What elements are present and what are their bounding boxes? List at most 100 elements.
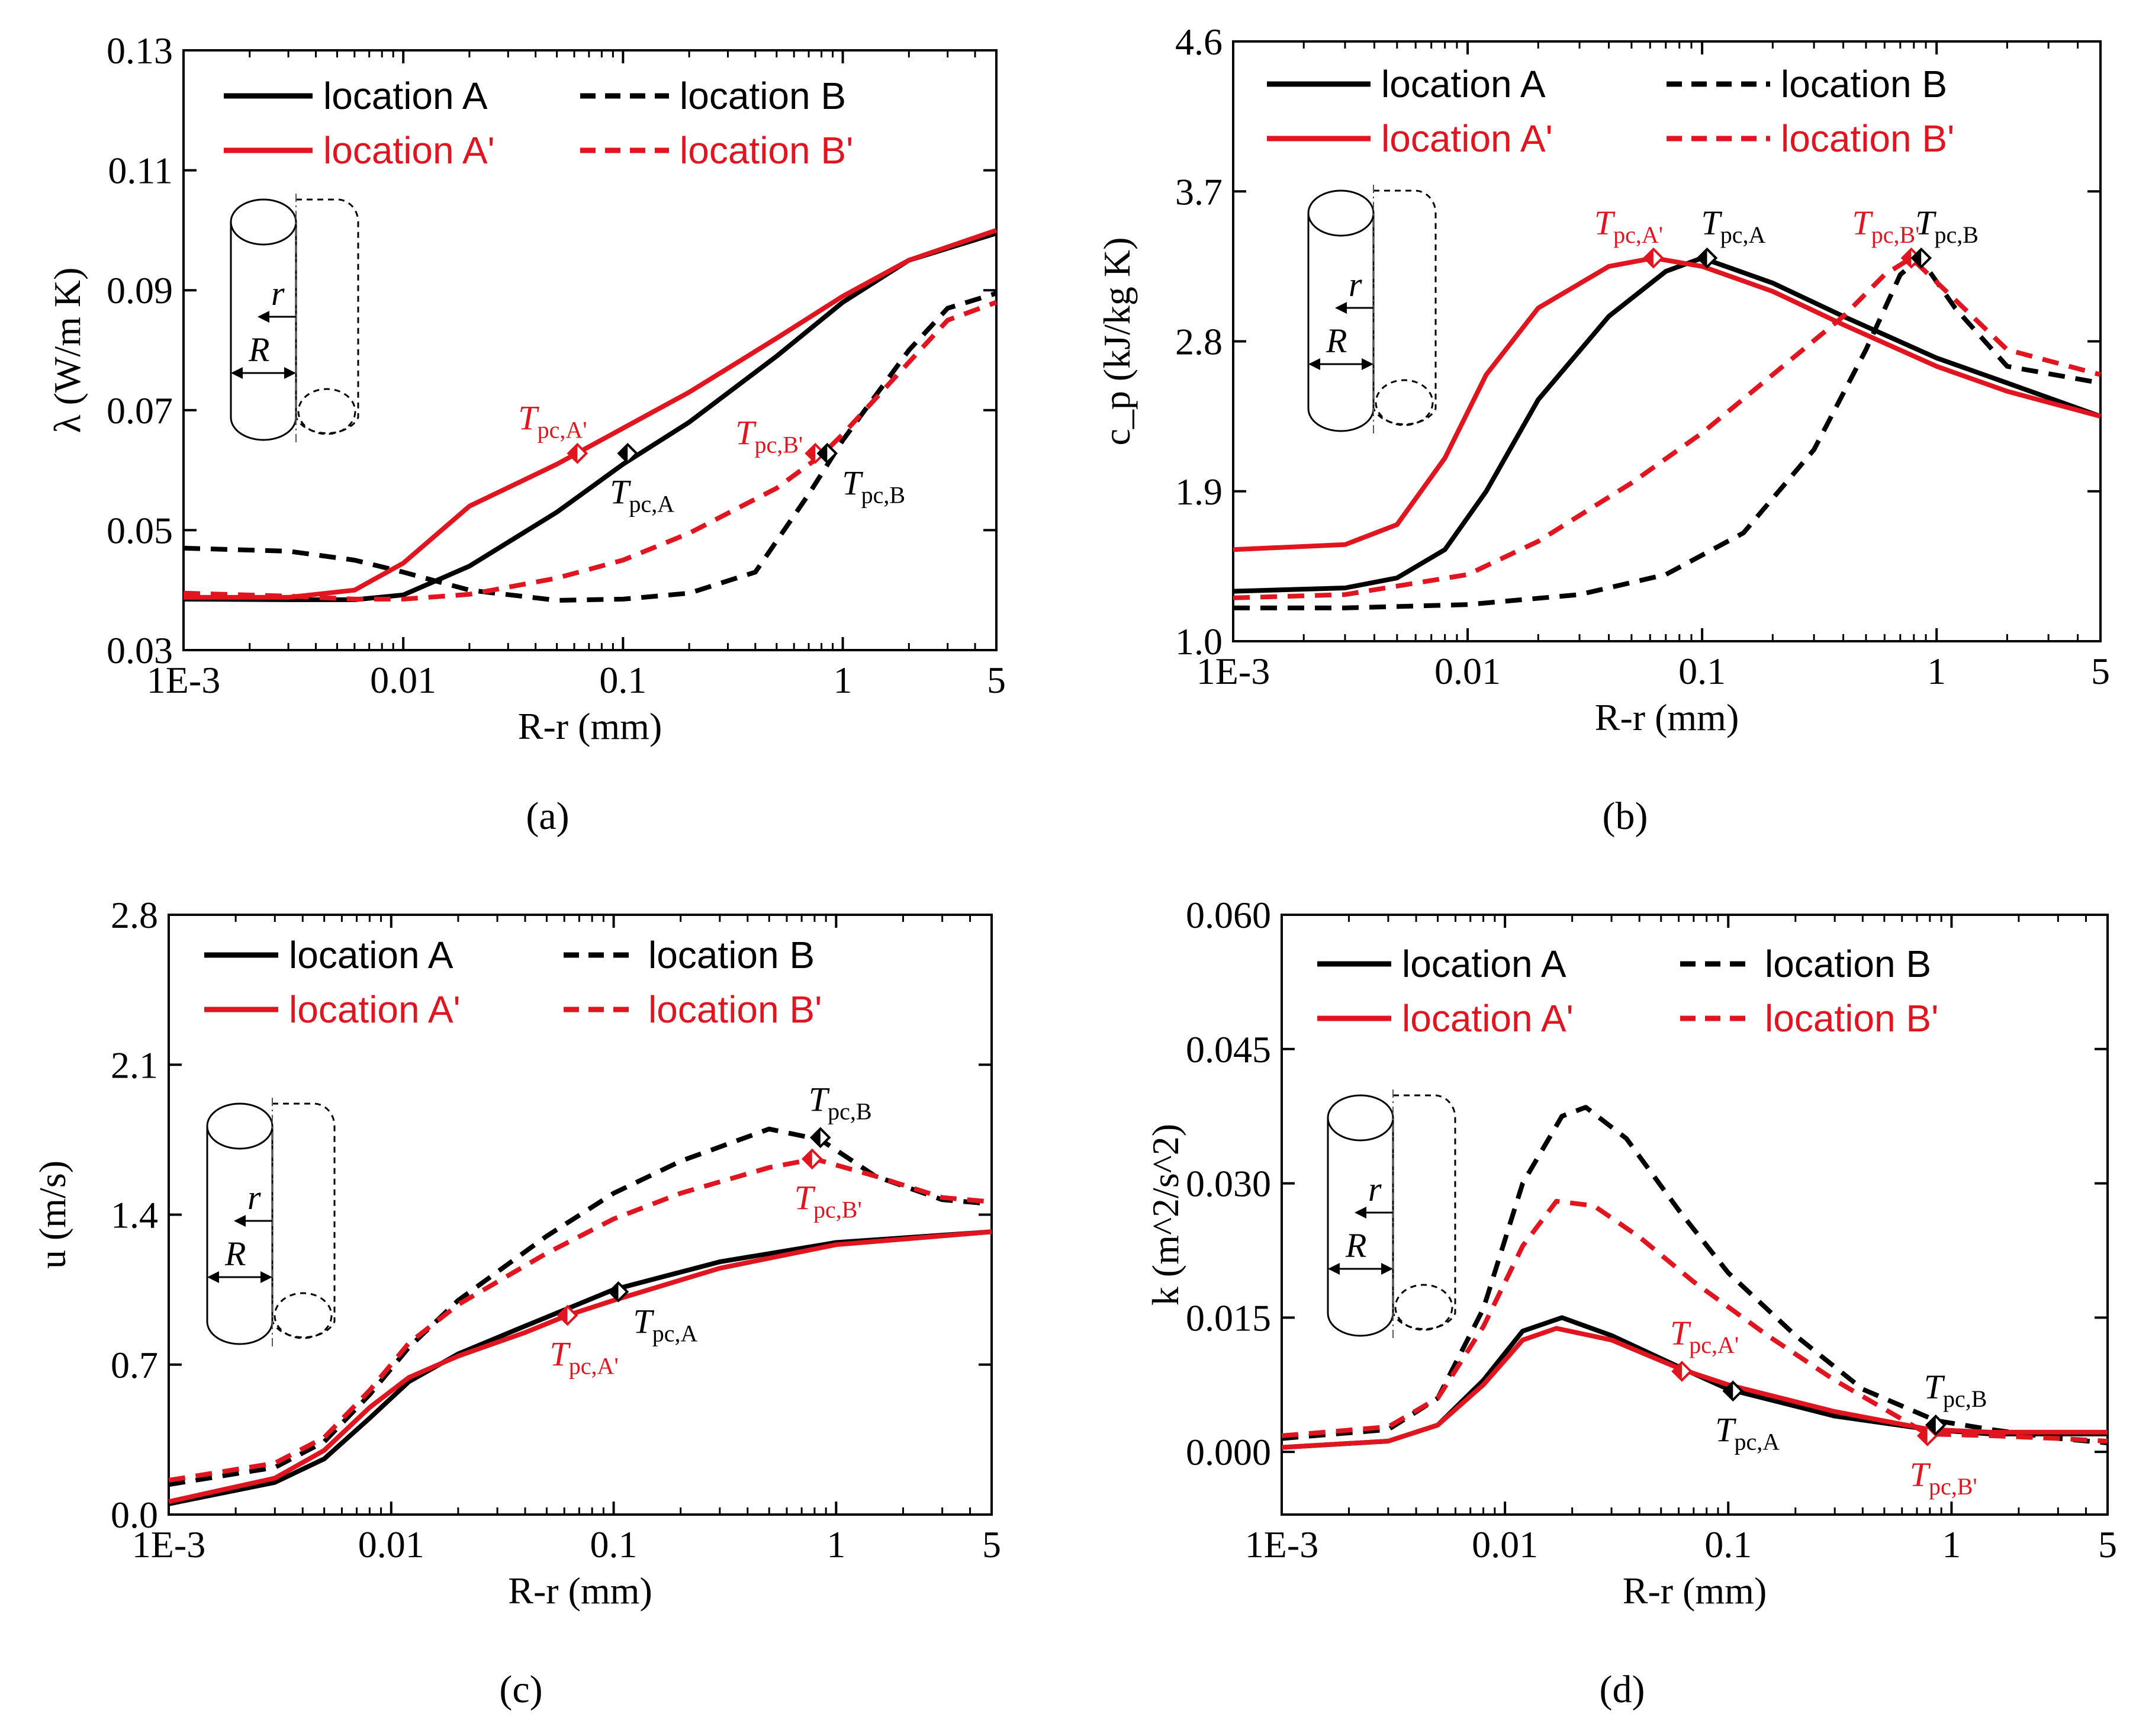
- series-line-locationa: [1233, 255, 2102, 552]
- y-tick-label: 0.015: [1186, 1297, 1271, 1339]
- tpc-label: Tpc,A: [610, 473, 674, 517]
- plot-frame: [1232, 40, 2102, 642]
- panel-label: (b): [1603, 795, 1648, 838]
- x-tick-label: 0.01: [358, 1523, 424, 1565]
- legend-label: location B: [1765, 943, 1931, 985]
- tpc-marker: Tpc,A: [1696, 204, 1766, 269]
- tpc-marker: Tpc,B: [1924, 1368, 1987, 1436]
- legend-label: location A': [1381, 117, 1553, 160]
- x-tick-label: 0.01: [1434, 650, 1501, 692]
- x-axis-title: R-r (mm): [518, 705, 662, 747]
- tpc-label: Tpc,B: [809, 1080, 872, 1124]
- x-tick-label: 5: [2091, 650, 2110, 692]
- R-label: R: [248, 330, 269, 369]
- pipe-schematic: rR: [1327, 1089, 1456, 1342]
- tpc-label: Tpc,B: [1915, 204, 1979, 248]
- tpc-marker: Tpc,A: [607, 1281, 698, 1347]
- series-line-locationb: [1281, 1198, 2108, 1444]
- legend-label: location B: [680, 75, 846, 117]
- chart-panel-c: 1E-3 0.01 0.1 1 5 0.0 0.7 1.4 2.1 2.8 R-r (mm) u (m…: [31, 894, 1001, 1711]
- series-line-locationb: [1233, 255, 2102, 600]
- x-tick-label: 1: [1927, 650, 1946, 692]
- x-axis-title: R-r (mm): [1595, 696, 1739, 738]
- legend-label: location A': [323, 129, 495, 172]
- y-tick-label: 2.8: [1175, 321, 1223, 363]
- series-line-locationb: [1233, 255, 2101, 610]
- legend-label: location A': [289, 988, 461, 1031]
- legend: location A location B location A' location …: [224, 75, 853, 172]
- x-tick-label: 0.1: [1704, 1523, 1752, 1565]
- R-label: R: [1345, 1226, 1366, 1265]
- panel-label: (d): [1600, 1668, 1645, 1711]
- tpc-label: Tpc,B': [735, 414, 803, 458]
- series-line-locationb: [183, 291, 998, 603]
- x-tick-label: 1E-3: [1196, 650, 1270, 692]
- y-tick-label: 1.4: [111, 1194, 158, 1236]
- y-axis-title: u (m/s): [31, 1160, 73, 1269]
- y-tick-label: 0.07: [107, 390, 173, 432]
- y-tick-label: 0.7: [111, 1344, 158, 1386]
- tpc-label: Tpc,A': [518, 399, 587, 443]
- tpc-label: Tpc,B: [842, 464, 905, 509]
- tpc-marker: Tpc,A': [518, 399, 588, 464]
- x-tick-label: 1E-3: [132, 1523, 205, 1565]
- legend-label: location A: [1402, 943, 1566, 985]
- x-tick-label: 5: [982, 1523, 1001, 1565]
- chart-panel-d: 1E-3 0.01 0.1 1 5 0.000 0.015 0.030 0.045 0.060 R-…: [1144, 894, 2117, 1711]
- legend: location A location B location A' location …: [1267, 63, 1954, 160]
- tpc-label: Tpc,A: [1701, 204, 1766, 248]
- legend-label: location B': [680, 129, 853, 172]
- chart-panel-a: 1E-3 0.01 0.1 1 50.030.050.070.090.110.13R-r…: [46, 30, 1006, 838]
- y-tick-label: 1.0: [1175, 621, 1223, 663]
- R-label: R: [1326, 322, 1347, 360]
- x-tick-label: 0.1: [599, 659, 646, 701]
- x-axis-title: R-r (mm): [508, 1570, 652, 1612]
- y-tick-label: 0.030: [1186, 1163, 1271, 1205]
- tpc-label: Tpc,B': [1910, 1455, 1977, 1500]
- x-tick-label: 0.01: [1472, 1523, 1538, 1565]
- tpc-marker: Tpc,A: [610, 442, 674, 517]
- plot-frame: [182, 49, 998, 651]
- x-tick-label: 1: [1942, 1523, 1961, 1565]
- x-tick-label: 5: [987, 659, 1006, 701]
- y-tick-label: 0.13: [107, 30, 173, 72]
- r-label: r: [271, 274, 285, 313]
- series-line-locationa: [183, 231, 998, 602]
- legend-label: location A: [323, 75, 488, 117]
- x-tick-label: 1: [826, 1523, 845, 1565]
- series-line-locationa: [184, 228, 998, 600]
- tpc-marker: Tpc,B': [735, 414, 826, 464]
- y-tick-label: 2.1: [111, 1044, 158, 1086]
- tpc-marker: Tpc,A': [1670, 1314, 1739, 1382]
- r-label: r: [1349, 265, 1362, 304]
- tpc-marker: Tpc,A': [550, 1304, 619, 1380]
- y-tick-label: 4.6: [1175, 21, 1223, 63]
- tpc-marker: Tpc,B': [1910, 1425, 1977, 1500]
- r-label: r: [247, 1178, 261, 1217]
- series-line-locationb: [168, 1126, 992, 1487]
- series-line-locationa: [1233, 255, 2102, 594]
- legend-label: location A': [1402, 997, 1574, 1040]
- tpc-label: Tpc,B': [1852, 204, 1919, 248]
- tpc-marker: Tpc,B': [1852, 204, 1922, 269]
- R-label: R: [224, 1235, 246, 1273]
- plot-frame: [1281, 914, 2109, 1516]
- series-line-locationb: [183, 300, 998, 602]
- tpc-label: Tpc,A: [633, 1303, 698, 1347]
- x-tick-label: 0.1: [1678, 650, 1726, 692]
- series-line-locationa: [168, 1229, 992, 1504]
- y-axis-title: c_p (kJ/kg K): [1096, 237, 1138, 446]
- chart-panel-b: 1E-3 0.01 0.1 1 5 1.0 1.9 2.8 3.7 4.6 R-r (mm) c_p …: [1096, 21, 2110, 838]
- y-tick-label: 3.7: [1175, 171, 1223, 213]
- pipe-schematic: rR: [1307, 185, 1437, 437]
- series-line-locationb: [168, 1156, 992, 1483]
- x-axis-title: R-r (mm): [1623, 1570, 1767, 1612]
- legend-label: location A: [289, 934, 453, 976]
- x-tick-label: 0.1: [590, 1523, 638, 1565]
- y-axis-title: λ (W/m K): [46, 268, 88, 433]
- tpc-label: Tpc,A': [550, 1335, 619, 1380]
- legend-label: location A: [1381, 63, 1546, 105]
- tpc-label: Tpc,A: [1715, 1410, 1780, 1455]
- tpc-marker: Tpc,B: [816, 442, 905, 509]
